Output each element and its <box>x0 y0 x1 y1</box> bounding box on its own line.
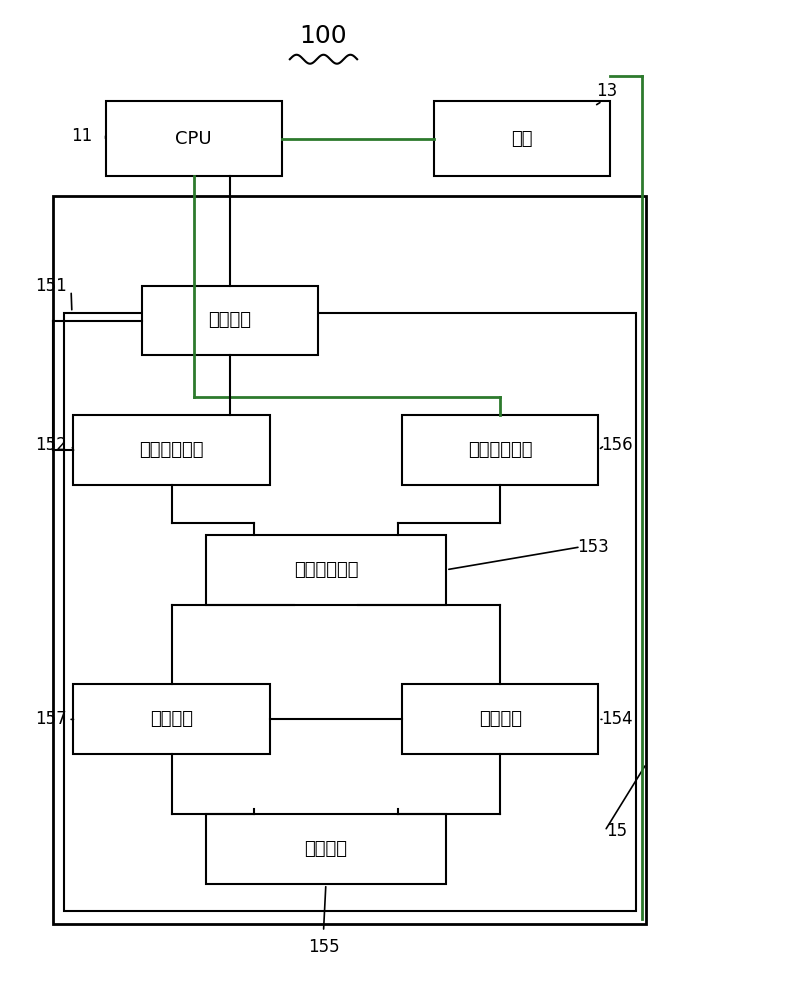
Text: 15: 15 <box>605 822 626 840</box>
FancyBboxPatch shape <box>105 101 282 176</box>
FancyBboxPatch shape <box>206 814 446 884</box>
FancyBboxPatch shape <box>63 313 635 911</box>
Text: 152: 152 <box>35 436 67 454</box>
Text: 存储单元: 存储单元 <box>150 710 193 728</box>
Text: 电池: 电池 <box>511 130 532 148</box>
Text: 比较单元: 比较单元 <box>304 840 347 858</box>
Text: 计算单元: 计算单元 <box>478 710 521 728</box>
FancyBboxPatch shape <box>434 101 609 176</box>
FancyBboxPatch shape <box>402 684 597 754</box>
FancyBboxPatch shape <box>73 684 270 754</box>
Text: 155: 155 <box>308 938 339 956</box>
Text: 第二计时单元: 第二计时单元 <box>467 441 532 459</box>
Text: 数据获取单元: 数据获取单元 <box>293 561 357 579</box>
Text: 第一计时单元: 第一计时单元 <box>139 441 204 459</box>
Text: 156: 156 <box>600 436 632 454</box>
Text: 153: 153 <box>576 538 608 556</box>
Text: 监控单元: 监控单元 <box>208 312 251 330</box>
Text: 11: 11 <box>71 127 92 145</box>
Text: 151: 151 <box>35 277 67 295</box>
Text: 157: 157 <box>35 710 67 728</box>
FancyBboxPatch shape <box>54 196 646 924</box>
FancyBboxPatch shape <box>141 286 317 355</box>
FancyBboxPatch shape <box>402 415 597 485</box>
Text: 100: 100 <box>300 24 347 48</box>
FancyBboxPatch shape <box>73 415 270 485</box>
Text: CPU: CPU <box>175 130 212 148</box>
Text: 13: 13 <box>595 82 616 100</box>
Text: 154: 154 <box>600 710 632 728</box>
FancyBboxPatch shape <box>206 535 446 605</box>
